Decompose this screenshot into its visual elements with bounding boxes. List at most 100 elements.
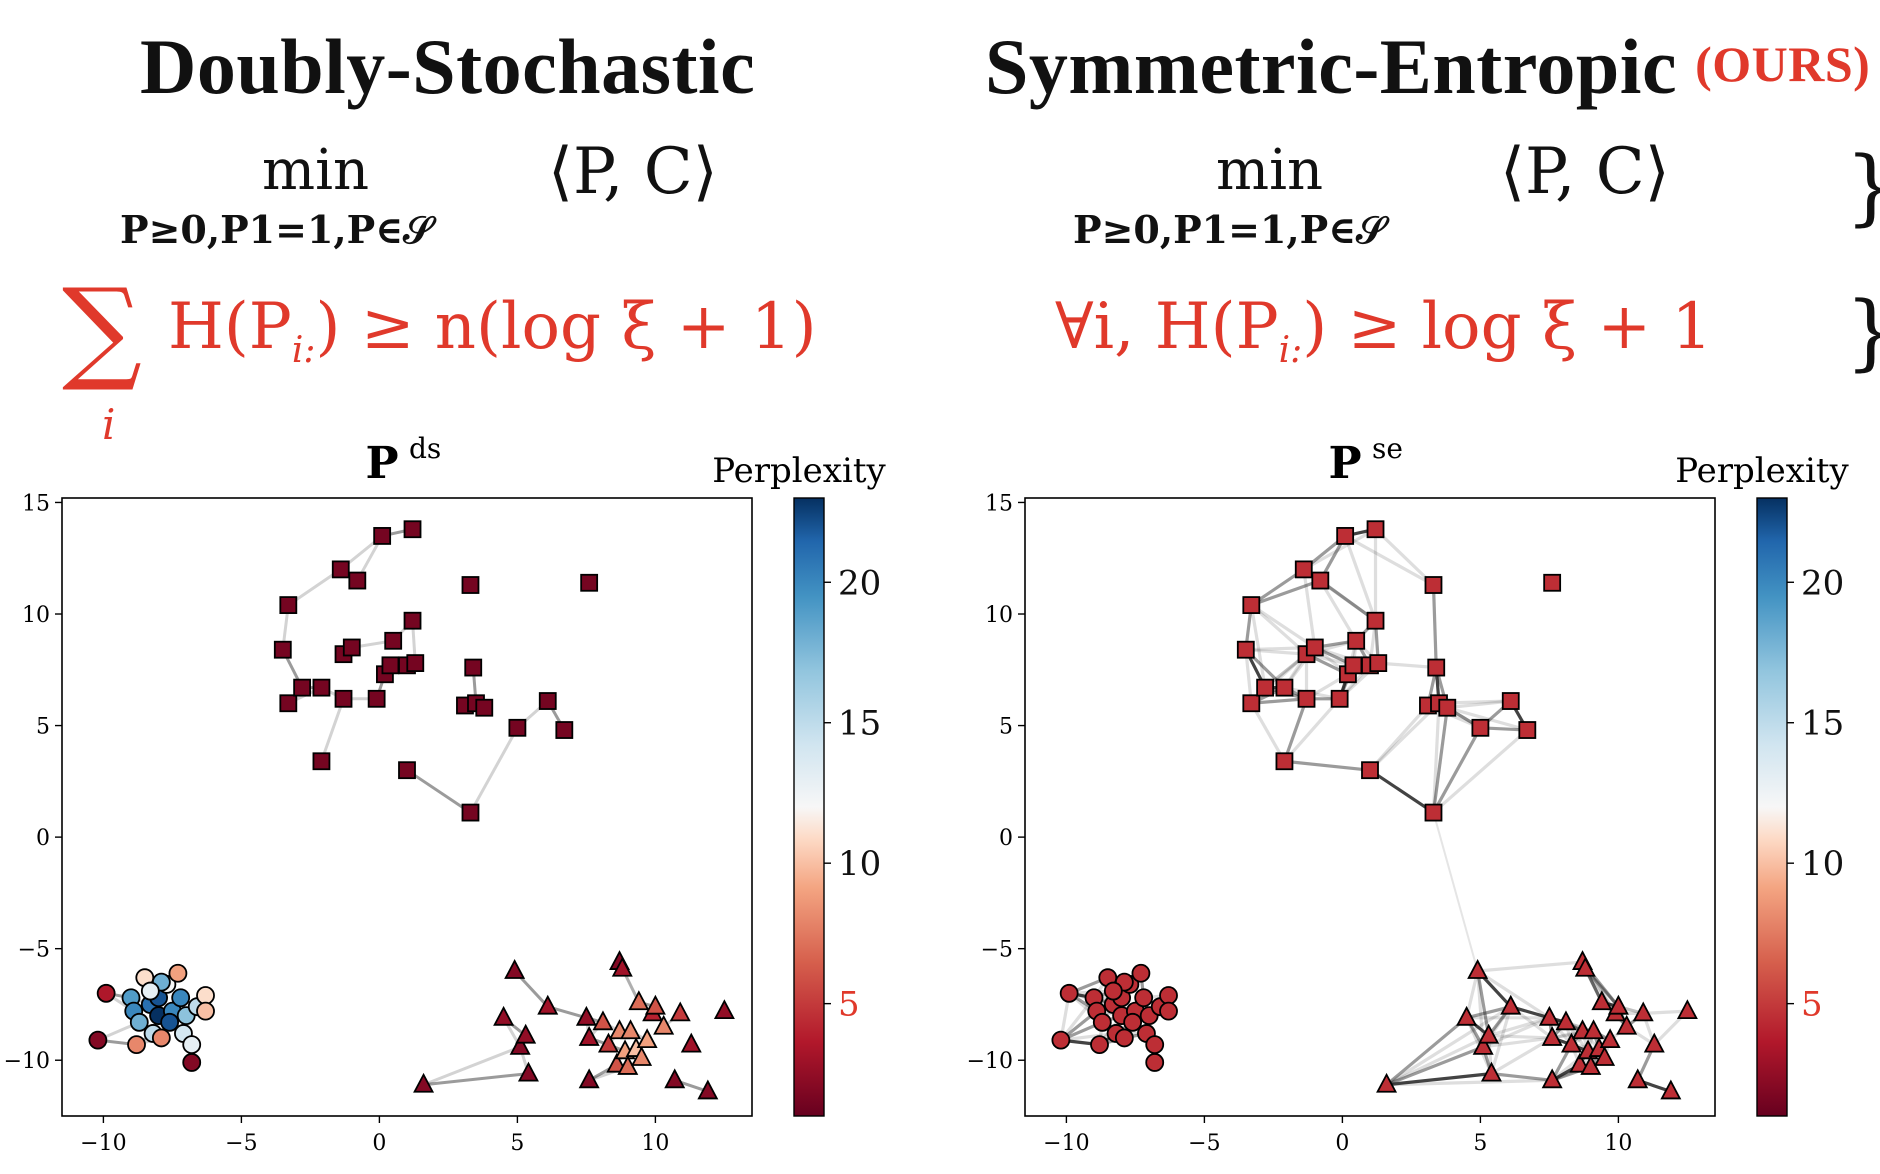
square-point bbox=[1366, 611, 1385, 630]
circle-point bbox=[1123, 1012, 1143, 1032]
series-circles bbox=[88, 963, 215, 1072]
left-title: Doubly-Stochastic bbox=[140, 23, 756, 110]
square-point bbox=[381, 656, 400, 675]
right-title-text: Symmetric-Entropic bbox=[985, 23, 1678, 110]
colorbar-tick-label: 20 bbox=[1801, 563, 1844, 603]
square-point bbox=[367, 689, 386, 708]
triangle-point bbox=[413, 1072, 435, 1093]
graph-edge bbox=[1385, 1005, 1512, 1087]
circle-point bbox=[171, 988, 191, 1008]
graph-edge bbox=[1302, 527, 1377, 571]
series-triangles bbox=[1376, 950, 1698, 1100]
square-point bbox=[1275, 678, 1294, 697]
graph-edge bbox=[406, 768, 472, 814]
square-point bbox=[1543, 573, 1562, 592]
square-point bbox=[461, 576, 480, 594]
x-tick-label: 10 bbox=[1604, 1131, 1632, 1156]
triangle-point bbox=[509, 1034, 531, 1055]
square-point bbox=[1236, 640, 1255, 659]
right-objective-brace: } bbox=[1845, 140, 1880, 235]
plot-title: P bbox=[1328, 438, 1361, 489]
y-tick-label: 0 bbox=[36, 826, 50, 851]
triangle-point bbox=[1632, 1001, 1654, 1022]
circle-point bbox=[168, 963, 188, 983]
graph-edge bbox=[1368, 704, 1430, 772]
y-tick-label: 15 bbox=[22, 491, 50, 516]
square-point bbox=[1256, 678, 1275, 697]
circle-point bbox=[182, 1035, 202, 1055]
graph-edge bbox=[1432, 812, 1479, 972]
square-point bbox=[406, 654, 425, 672]
right-min-subscript: P≥0,P1=1,P∈𝒮 bbox=[1073, 207, 1386, 252]
y-tick-label: 5 bbox=[999, 715, 1013, 740]
right-min-word: min bbox=[1216, 138, 1324, 203]
square-point bbox=[279, 596, 298, 614]
square-point bbox=[1294, 560, 1313, 579]
triangle-point bbox=[697, 1079, 719, 1100]
graph-edge bbox=[1250, 603, 1316, 649]
square-point bbox=[1438, 698, 1457, 717]
square-point bbox=[538, 692, 557, 710]
right-constraint-brace: } bbox=[1845, 285, 1880, 380]
graph-edge bbox=[1249, 604, 1267, 688]
square-point bbox=[403, 611, 422, 630]
circle-point bbox=[1090, 1035, 1109, 1055]
y-tick-label: −5 bbox=[18, 938, 50, 963]
graph-edge bbox=[320, 698, 345, 762]
graph-edge bbox=[1284, 759, 1371, 772]
triangle-point bbox=[1560, 1032, 1582, 1053]
square-point bbox=[398, 761, 416, 780]
triangle-point bbox=[1555, 1010, 1577, 1031]
square-point bbox=[1471, 718, 1490, 737]
triangle-point bbox=[578, 1025, 600, 1046]
triangle-point bbox=[653, 1014, 675, 1035]
graph-edge bbox=[1251, 697, 1307, 705]
square-point bbox=[348, 571, 367, 590]
square-point bbox=[1305, 638, 1324, 657]
triangle-point bbox=[620, 1019, 642, 1040]
triangle-point bbox=[1591, 990, 1613, 1011]
triangle-point bbox=[1472, 1034, 1494, 1055]
plot-title-superscript: ds bbox=[409, 432, 441, 465]
colorbar-label: Perplexity bbox=[1675, 451, 1849, 491]
graph-edge bbox=[1344, 534, 1435, 587]
graph-edge bbox=[1476, 970, 1491, 1036]
colorbar-tick-label: 20 bbox=[838, 563, 881, 603]
triangle-point bbox=[1376, 1072, 1398, 1093]
square-point bbox=[461, 803, 480, 822]
square-point bbox=[508, 718, 527, 737]
graph-edge bbox=[1385, 1034, 1490, 1087]
y-tick-label: 15 bbox=[985, 491, 1013, 516]
graph-edge bbox=[1245, 648, 1307, 656]
square-point bbox=[373, 527, 392, 545]
ours-badge: (OURS) bbox=[1695, 36, 1871, 92]
triangle-point bbox=[664, 1068, 686, 1089]
circle-point bbox=[127, 1035, 146, 1055]
graph-edge bbox=[1431, 707, 1449, 813]
square-point bbox=[555, 721, 574, 739]
left-constraint-rhs: ) ≥ n(log ξ + 1) bbox=[315, 290, 817, 364]
graph-edge bbox=[1386, 1078, 1553, 1087]
square-point bbox=[334, 689, 353, 708]
triangle-point bbox=[1500, 994, 1522, 1015]
graph-edge bbox=[1431, 703, 1441, 813]
square-point bbox=[1242, 596, 1261, 614]
graph-edge bbox=[1476, 969, 1551, 1020]
circle-point bbox=[196, 1001, 215, 1021]
square-point bbox=[1361, 761, 1379, 780]
triangle-point bbox=[1676, 999, 1698, 1020]
square-point bbox=[1275, 752, 1294, 771]
triangle-point bbox=[1594, 1046, 1616, 1066]
circle-point bbox=[182, 1053, 202, 1072]
triangle-point bbox=[1541, 1068, 1563, 1089]
square-point bbox=[273, 640, 292, 659]
triangle-point bbox=[1583, 1019, 1605, 1040]
graph-edge bbox=[1482, 1036, 1553, 1049]
graph-edge bbox=[1244, 649, 1253, 704]
graph-edge bbox=[1374, 528, 1435, 587]
left-constraint-sub: i: bbox=[291, 329, 316, 371]
triangle-point bbox=[537, 994, 559, 1015]
